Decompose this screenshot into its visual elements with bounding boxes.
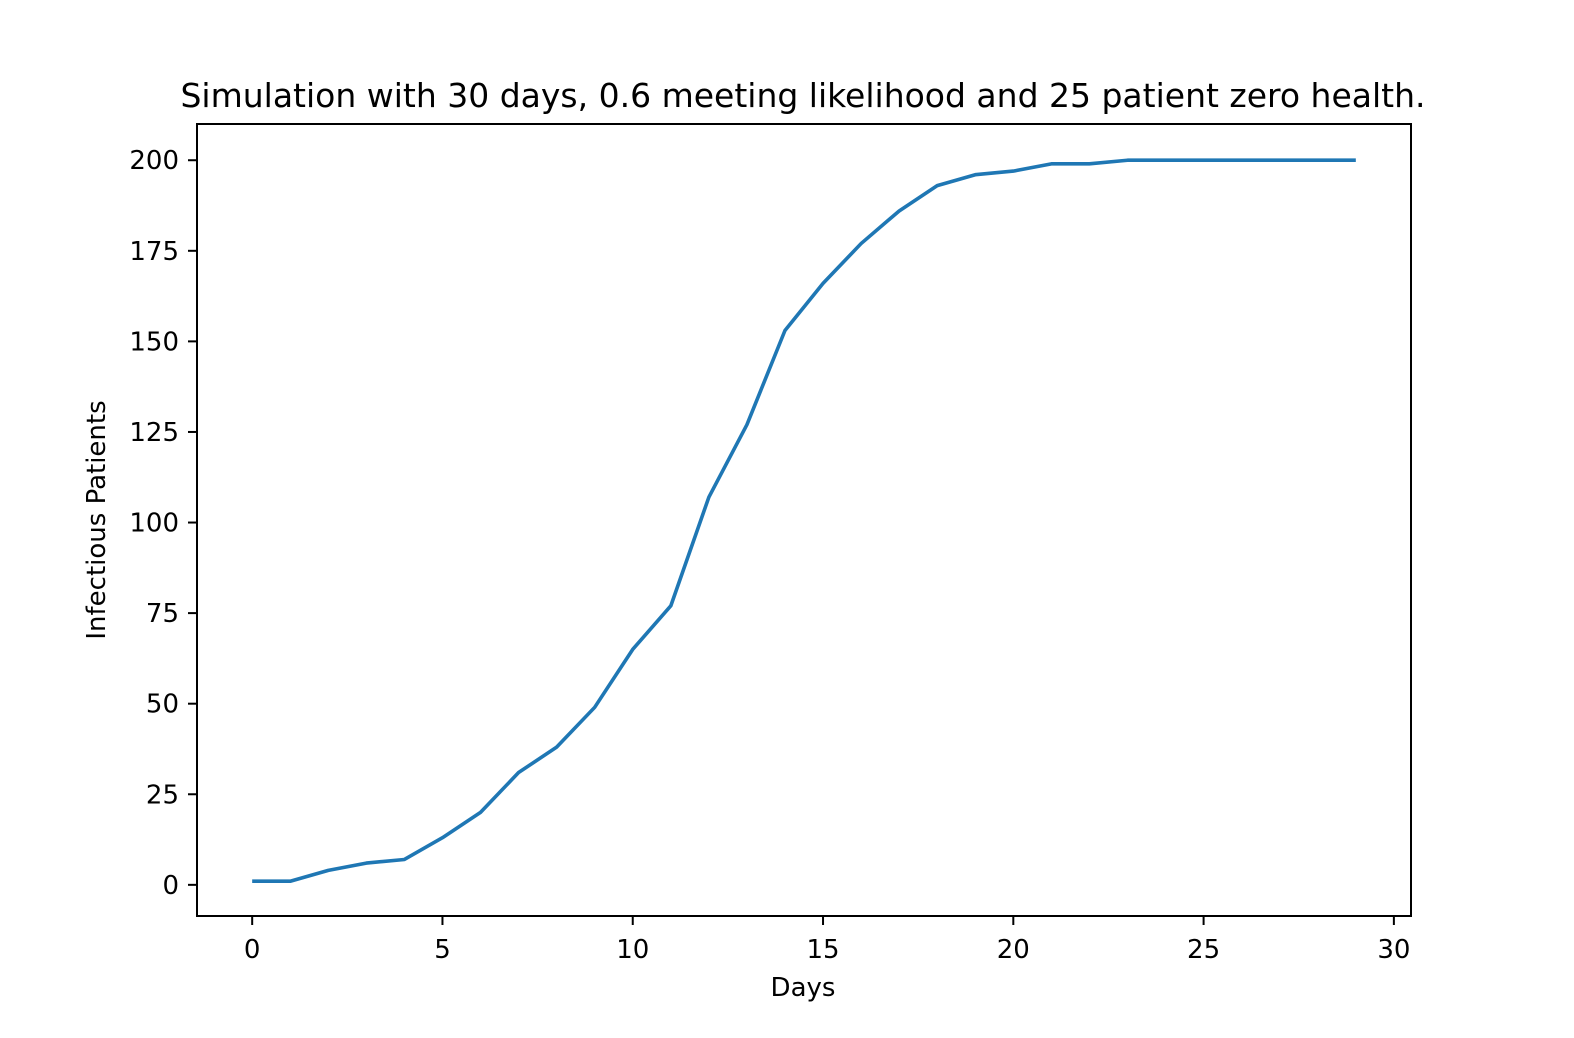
x-tick-label: 0 (244, 935, 261, 965)
y-tick-label: 50 (146, 690, 179, 720)
y-tick-label: 150 (129, 327, 179, 357)
x-tick-label: 5 (434, 935, 451, 965)
plot-area: 0 5 10 15 20 25 30 0 25 50 75 100 125 150 175 200 (129, 123, 1412, 965)
y-tick-label: 75 (146, 599, 179, 629)
y-tick-label: 125 (129, 418, 179, 448)
chart-title: Simulation with 30 days, 0.6 meeting lik… (180, 76, 1425, 115)
y-tick-label: 175 (129, 237, 179, 267)
y-tick-label: 0 (162, 871, 179, 901)
series-line-0 (252, 158, 1356, 884)
y-axis-label: Infectious Patients (82, 400, 112, 639)
x-tick-label: 15 (806, 935, 839, 965)
y-tick-label: 200 (129, 146, 179, 176)
axes-frame (196, 123, 1412, 917)
x-tick-label: 20 (997, 935, 1030, 965)
x-tick-label: 10 (616, 935, 649, 965)
x-tick-label: 30 (1377, 935, 1410, 965)
y-tick-label: 100 (129, 509, 179, 539)
y-tick-label: 25 (146, 780, 179, 810)
x-axis-label: Days (771, 973, 836, 1003)
x-tick-label: 25 (1187, 935, 1220, 965)
